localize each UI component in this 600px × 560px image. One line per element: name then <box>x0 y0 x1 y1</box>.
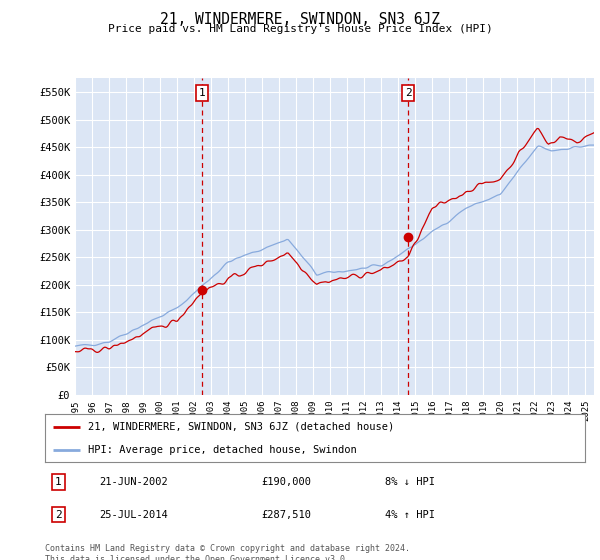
Text: 1: 1 <box>55 477 62 487</box>
Text: 25-JUL-2014: 25-JUL-2014 <box>99 510 168 520</box>
Text: 2: 2 <box>55 510 62 520</box>
Text: 21, WINDERMERE, SWINDON, SN3 6JZ (detached house): 21, WINDERMERE, SWINDON, SN3 6JZ (detach… <box>88 422 394 432</box>
Text: £287,510: £287,510 <box>261 510 311 520</box>
Text: HPI: Average price, detached house, Swindon: HPI: Average price, detached house, Swin… <box>88 445 357 455</box>
Text: 2: 2 <box>404 88 412 98</box>
Text: Price paid vs. HM Land Registry's House Price Index (HPI): Price paid vs. HM Land Registry's House … <box>107 24 493 34</box>
Text: Contains HM Land Registry data © Crown copyright and database right 2024.
This d: Contains HM Land Registry data © Crown c… <box>45 544 410 560</box>
Text: 8% ↓ HPI: 8% ↓ HPI <box>385 477 435 487</box>
Text: 1: 1 <box>199 88 205 98</box>
Text: £190,000: £190,000 <box>261 477 311 487</box>
Text: 4% ↑ HPI: 4% ↑ HPI <box>385 510 435 520</box>
Text: 21-JUN-2002: 21-JUN-2002 <box>99 477 168 487</box>
Text: 21, WINDERMERE, SWINDON, SN3 6JZ: 21, WINDERMERE, SWINDON, SN3 6JZ <box>160 12 440 27</box>
